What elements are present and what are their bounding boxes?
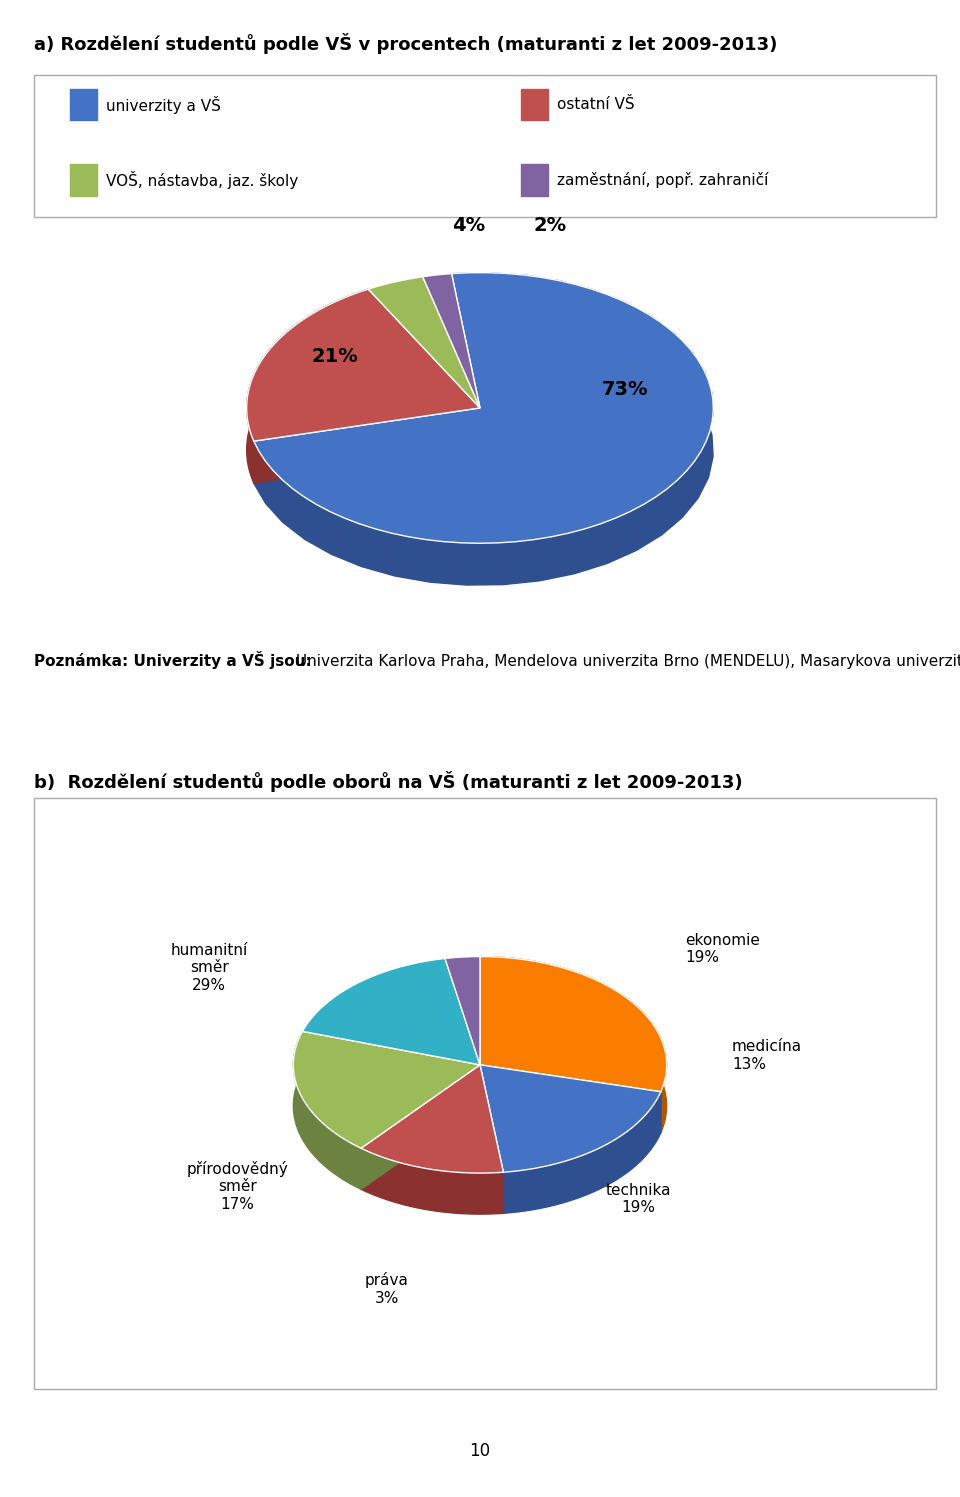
Polygon shape	[480, 1064, 660, 1133]
Polygon shape	[480, 1064, 503, 1213]
Polygon shape	[361, 1064, 480, 1189]
Polygon shape	[480, 1064, 660, 1172]
Polygon shape	[480, 957, 666, 1133]
Polygon shape	[480, 957, 666, 1091]
Bar	[70, 165, 97, 196]
Text: přírodovědný
směr
17%: přírodovědný směr 17%	[186, 1160, 288, 1211]
Text: a) Rozdělení studentů podle VŠ v procentech (maturanti z let 2009-2013): a) Rozdělení studentů podle VŠ v procent…	[34, 33, 777, 54]
Polygon shape	[445, 957, 480, 1064]
Polygon shape	[253, 407, 480, 484]
Text: 2%: 2%	[534, 217, 566, 235]
Text: práva
3%: práva 3%	[365, 1272, 409, 1305]
Text: humanitní
směr
29%: humanitní směr 29%	[171, 943, 248, 993]
Text: ekonomie
19%: ekonomie 19%	[685, 933, 760, 966]
Text: ostatní VŠ: ostatní VŠ	[557, 97, 635, 112]
Bar	[521, 90, 548, 120]
Text: univerzity a VŠ: univerzity a VŠ	[106, 96, 221, 114]
Text: 73%: 73%	[601, 380, 648, 398]
Text: VOŠ, nástavba, jaz. školy: VOŠ, nástavba, jaz. školy	[106, 171, 298, 189]
Bar	[521, 165, 548, 196]
Text: zaměstnání, popř. zahraničí: zaměstnání, popř. zahraničí	[557, 172, 768, 189]
FancyBboxPatch shape	[34, 798, 936, 1389]
Text: technika
19%: technika 19%	[606, 1183, 671, 1216]
Polygon shape	[294, 1031, 480, 1148]
Polygon shape	[361, 1064, 480, 1189]
Polygon shape	[480, 1064, 503, 1213]
Polygon shape	[361, 1064, 503, 1174]
Text: 4%: 4%	[452, 217, 485, 235]
Text: 10: 10	[469, 1442, 491, 1460]
Text: b)  Rozdělení studentů podle oborů na VŠ (maturanti z let 2009-2013): b) Rozdělení studentů podle oborů na VŠ …	[34, 771, 742, 792]
Text: medicína
13%: medicína 13%	[732, 1039, 803, 1072]
Bar	[70, 90, 97, 120]
Polygon shape	[253, 407, 480, 484]
Polygon shape	[247, 289, 480, 442]
Polygon shape	[253, 272, 713, 543]
Polygon shape	[361, 1148, 503, 1214]
Polygon shape	[503, 1091, 660, 1213]
Polygon shape	[247, 289, 369, 484]
Polygon shape	[369, 277, 480, 407]
Polygon shape	[253, 272, 713, 585]
FancyBboxPatch shape	[34, 75, 936, 217]
Text: Univerzita Karlova Praha, Mendelova univerzita Brno (MENDELU), Masarykova univer: Univerzita Karlova Praha, Mendelova univ…	[291, 651, 960, 669]
Text: 21%: 21%	[312, 347, 359, 367]
Text: Poznámka: Univerzity a VŠ jsou:: Poznámka: Univerzity a VŠ jsou:	[34, 651, 311, 669]
Polygon shape	[422, 274, 480, 407]
Polygon shape	[480, 1064, 660, 1133]
Polygon shape	[302, 958, 480, 1064]
Polygon shape	[294, 1031, 361, 1189]
